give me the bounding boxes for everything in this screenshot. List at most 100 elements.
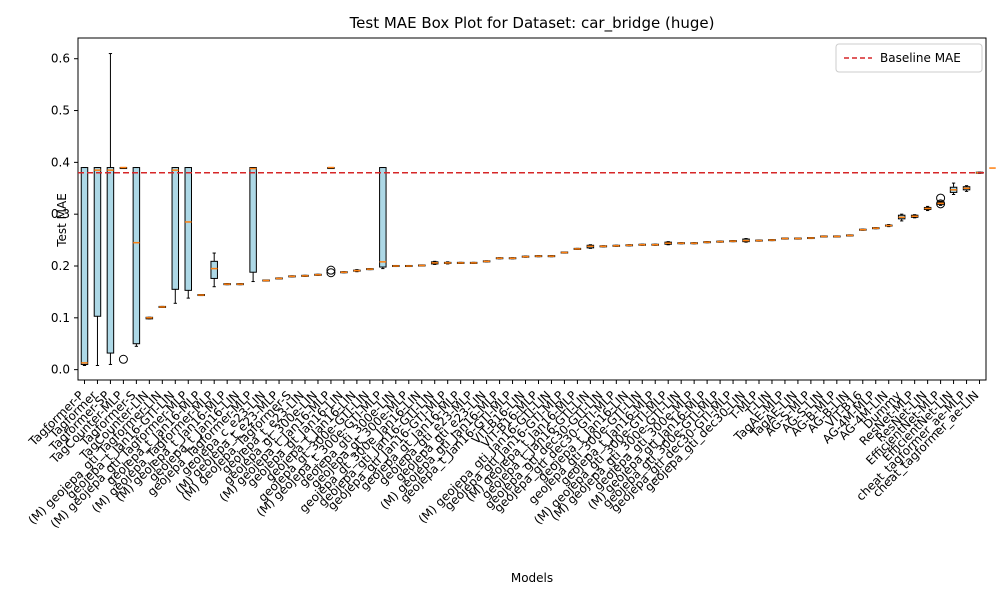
box-15 [275, 277, 283, 280]
box-42 [625, 244, 634, 247]
box-6 [158, 305, 167, 308]
box-28 [443, 261, 452, 265]
x-axis: Tagformer-PTagformerTagformer-SPTagCount… [25, 380, 982, 531]
box-flier [936, 193, 946, 203]
box-iqr [80, 167, 89, 365]
box-54 [781, 237, 789, 240]
box-58 [833, 235, 841, 238]
box-22 [366, 268, 374, 271]
box-7 [171, 167, 180, 304]
box-41 [612, 244, 621, 247]
box-flier [936, 199, 946, 209]
box-34 [521, 255, 530, 258]
box-iqr [379, 167, 387, 268]
plot-area [77, 37, 996, 381]
legend: Baseline MAE [835, 43, 983, 73]
box-43 [638, 243, 646, 246]
y-tick-label: 0.5 [51, 104, 70, 118]
y-tick-label: 0.2 [51, 259, 70, 273]
box-0 [80, 167, 89, 366]
box-1 [93, 167, 102, 366]
box-23 [379, 167, 387, 270]
box-46 [677, 242, 685, 245]
box-66 [936, 193, 946, 209]
box-64 [910, 214, 919, 219]
box-62 [884, 224, 893, 228]
box-37 [560, 251, 569, 254]
box-48 [703, 241, 711, 244]
box-47 [690, 242, 698, 245]
box-2 [106, 53, 115, 365]
box-40 [599, 245, 608, 248]
box-57 [820, 235, 828, 238]
chart-title: Test MAE Box Plot for Dataset: car_bridg… [349, 14, 715, 33]
box-67 [949, 182, 958, 195]
box-14 [262, 279, 270, 282]
box-56 [807, 237, 815, 240]
box-5 [145, 316, 154, 320]
box-4 [132, 167, 141, 347]
box-iqr [132, 167, 141, 345]
box-24 [392, 264, 400, 268]
legend-baseline-label: Baseline MAE [880, 51, 961, 65]
y-axis-label: Test MAE [55, 193, 69, 248]
box-26 [418, 264, 426, 267]
box-flier [326, 268, 336, 278]
box-55 [794, 237, 802, 240]
box-16 [288, 275, 296, 278]
box-iqr [249, 167, 257, 273]
box-61 [872, 227, 880, 230]
box-20 [340, 271, 348, 274]
y-tick-label: 0.3 [51, 207, 70, 221]
box-27 [430, 260, 439, 265]
box-iqr [184, 167, 192, 291]
box-38 [573, 247, 582, 250]
box-51 [742, 238, 750, 243]
legend-box [835, 43, 983, 73]
y-tick-label: 0.4 [51, 155, 70, 169]
box-11 [223, 283, 231, 286]
box-65 [923, 205, 932, 212]
box-60 [859, 228, 867, 231]
box-30 [469, 261, 478, 264]
plot-frame [77, 37, 987, 381]
box-31 [482, 260, 491, 263]
box-25 [405, 264, 413, 268]
box-59 [846, 234, 854, 237]
box-13 [249, 167, 257, 283]
box-iqr [171, 167, 180, 290]
box-68 [962, 185, 971, 192]
box-iqr [93, 167, 102, 317]
box-33 [508, 257, 517, 260]
box-53 [768, 239, 776, 242]
box-10 [210, 252, 218, 288]
box-32 [495, 257, 504, 260]
box-17 [301, 274, 309, 277]
y-tick-label: 0.6 [51, 52, 70, 66]
box-63 [897, 213, 906, 222]
box-3 [118, 166, 128, 364]
box-29 [456, 261, 465, 264]
box-iqr [210, 260, 218, 279]
box-flier [118, 354, 128, 364]
y-axis: 0.0 0.1 0.2 0.3 0.4 0.5 0.6 [51, 52, 78, 377]
box-flier [326, 265, 336, 275]
box-12 [236, 283, 244, 286]
box-49 [716, 240, 724, 243]
box-52 [755, 239, 763, 242]
box-21 [353, 269, 361, 273]
box-39 [586, 244, 595, 249]
x-axis-label: Models [511, 571, 553, 585]
box-45 [664, 241, 672, 246]
box-18 [314, 273, 322, 276]
box-iqr [106, 167, 115, 354]
y-tick-label: 0.1 [51, 311, 70, 325]
box-8 [184, 167, 192, 299]
box-19 [326, 166, 336, 278]
box-9 [197, 294, 205, 297]
box-36 [547, 255, 556, 258]
box-44 [651, 243, 659, 246]
box-50 [729, 240, 737, 243]
box-35 [534, 255, 543, 258]
